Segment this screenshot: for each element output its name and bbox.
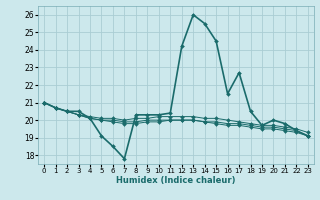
X-axis label: Humidex (Indice chaleur): Humidex (Indice chaleur) (116, 176, 236, 185)
